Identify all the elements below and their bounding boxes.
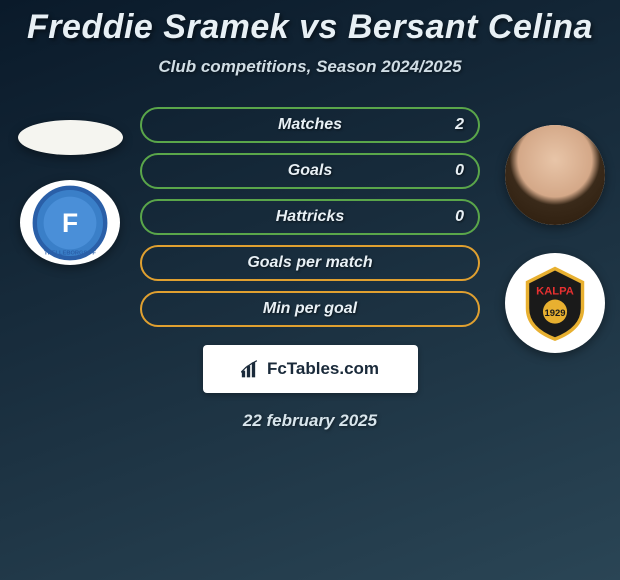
stat-row-goals: Goals 0 [140, 153, 480, 189]
stat-value-right: 0 [455, 208, 464, 226]
stat-label: Hattricks [276, 208, 344, 226]
bar-chart-icon [241, 360, 261, 378]
stat-label: Min per goal [263, 300, 357, 318]
date-line: 22 february 2025 [0, 411, 620, 431]
stat-label: Goals per match [247, 254, 372, 272]
fctables-badge[interactable]: FcTables.com [203, 345, 418, 393]
stat-value-right: 2 [455, 116, 464, 134]
stat-row-goals-per-match: Goals per match [140, 245, 480, 281]
subtitle: Club competitions, Season 2024/2025 [0, 57, 620, 77]
stat-label: Matches [278, 116, 342, 134]
stats-container: Matches 2 Goals 0 Hattricks 0 Goals per … [0, 107, 620, 327]
stat-row-hattricks: Hattricks 0 [140, 199, 480, 235]
stat-row-matches: Matches 2 [140, 107, 480, 143]
page-title: Freddie Sramek vs Bersant Celina [0, 0, 620, 47]
stat-row-min-per-goal: Min per goal [140, 291, 480, 327]
stat-label: Goals [288, 162, 332, 180]
stat-value-right: 0 [455, 162, 464, 180]
fctables-label: FcTables.com [267, 359, 379, 379]
